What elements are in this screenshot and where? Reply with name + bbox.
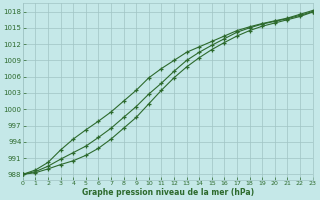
- X-axis label: Graphe pression niveau de la mer (hPa): Graphe pression niveau de la mer (hPa): [82, 188, 254, 197]
